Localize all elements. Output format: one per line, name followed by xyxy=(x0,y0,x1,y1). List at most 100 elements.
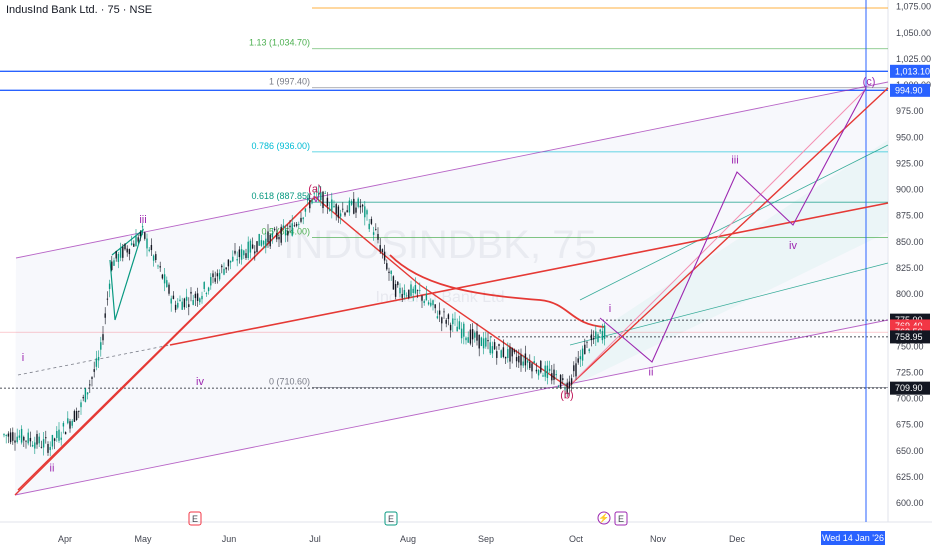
candle-body xyxy=(218,272,221,280)
candle-body xyxy=(196,293,199,301)
candle-body xyxy=(240,249,243,260)
red-trendline xyxy=(169,202,889,346)
candle-body xyxy=(348,200,351,213)
candle-body xyxy=(236,259,238,261)
y-tick-19: 1,075.00 xyxy=(896,2,931,12)
candle-body xyxy=(119,247,122,258)
candle-body xyxy=(203,282,205,289)
channel-fill xyxy=(15,82,888,495)
y-tick-8: 800.00 xyxy=(896,289,924,299)
candle-body xyxy=(403,290,406,296)
candle-body xyxy=(174,304,177,310)
candle-body xyxy=(381,249,384,252)
candle-body xyxy=(339,213,342,217)
candle-body xyxy=(293,225,296,227)
candle-body xyxy=(326,197,329,207)
candle-body xyxy=(62,423,65,427)
candle-body xyxy=(555,374,557,376)
candle-body xyxy=(16,436,18,443)
y-tick-17: 1,025.00 xyxy=(896,54,931,64)
wave-label-11: iv xyxy=(789,240,797,252)
candle-body xyxy=(465,337,467,341)
candle-body xyxy=(177,302,179,308)
candle-body xyxy=(577,358,579,363)
candle-body xyxy=(474,332,476,338)
candle-body xyxy=(447,314,450,319)
candle-body xyxy=(566,382,568,394)
dividend-icon: ⚡ xyxy=(598,512,609,524)
candle-body xyxy=(5,434,7,437)
event-marker-0: E xyxy=(192,514,198,524)
candle-body xyxy=(75,411,78,421)
candle-body xyxy=(509,347,511,362)
candle-body xyxy=(551,373,553,381)
candle-body xyxy=(256,241,258,253)
candle-body xyxy=(491,346,494,354)
candle-body xyxy=(221,265,223,268)
candle-body xyxy=(181,301,183,310)
candle-body xyxy=(100,342,102,350)
candle-body xyxy=(271,233,274,238)
candle-body xyxy=(234,250,236,254)
candle-body xyxy=(559,374,562,388)
candle-body xyxy=(155,254,157,260)
x-tick-1: May xyxy=(134,534,152,544)
candle-body xyxy=(570,378,573,385)
candle-body xyxy=(386,263,388,270)
y-tick-9: 825.00 xyxy=(896,263,924,273)
candle-body xyxy=(544,365,546,377)
candle-body xyxy=(524,353,527,366)
candle-body xyxy=(344,212,346,216)
candle-body xyxy=(548,368,551,371)
fib-label-2: 0.786 (936.00) xyxy=(251,141,310,151)
candle-body xyxy=(581,348,584,361)
candle-body xyxy=(53,438,56,441)
candle-body xyxy=(229,260,232,263)
channel-upper xyxy=(15,81,889,259)
candle-body xyxy=(139,231,142,236)
candle-body xyxy=(513,349,516,353)
moving-average xyxy=(389,254,606,328)
candle-body xyxy=(443,311,445,313)
candle-body xyxy=(476,331,478,341)
candles xyxy=(3,185,606,457)
candle-body xyxy=(368,223,370,230)
candle-body xyxy=(520,354,522,366)
candle-body xyxy=(529,361,531,368)
candle-body xyxy=(436,316,439,319)
candle-body xyxy=(480,337,483,346)
wave-label-10: iii xyxy=(731,154,738,166)
candle-body xyxy=(452,318,454,325)
candle-body xyxy=(247,241,249,259)
candle-body xyxy=(438,310,441,315)
candle-body xyxy=(546,365,549,378)
green-wedge xyxy=(109,228,145,321)
candle-body xyxy=(317,192,320,196)
candle-body xyxy=(45,437,47,439)
candle-body xyxy=(291,223,293,236)
price-tag-bg-5 xyxy=(890,330,930,344)
dividend-marker xyxy=(597,511,611,525)
candle-body xyxy=(38,436,40,444)
candle-body xyxy=(18,435,21,438)
candle-body xyxy=(185,296,188,301)
candle-body xyxy=(232,256,234,262)
candle-body xyxy=(553,369,555,380)
candle-body xyxy=(456,326,458,332)
candle-body xyxy=(364,206,366,218)
candle-body xyxy=(78,410,80,412)
candle-body xyxy=(86,392,89,395)
candle-body xyxy=(84,388,87,402)
x-tick-8: Dec xyxy=(729,534,746,544)
candle-body xyxy=(34,442,36,449)
candle-body xyxy=(148,249,150,251)
candle-body xyxy=(298,223,300,225)
candle-body xyxy=(243,250,245,256)
candle-body xyxy=(449,324,452,331)
y-tick-11: 875.00 xyxy=(896,211,924,221)
candle-body xyxy=(542,375,544,377)
candle-body xyxy=(434,304,436,309)
candle-body xyxy=(223,268,225,275)
